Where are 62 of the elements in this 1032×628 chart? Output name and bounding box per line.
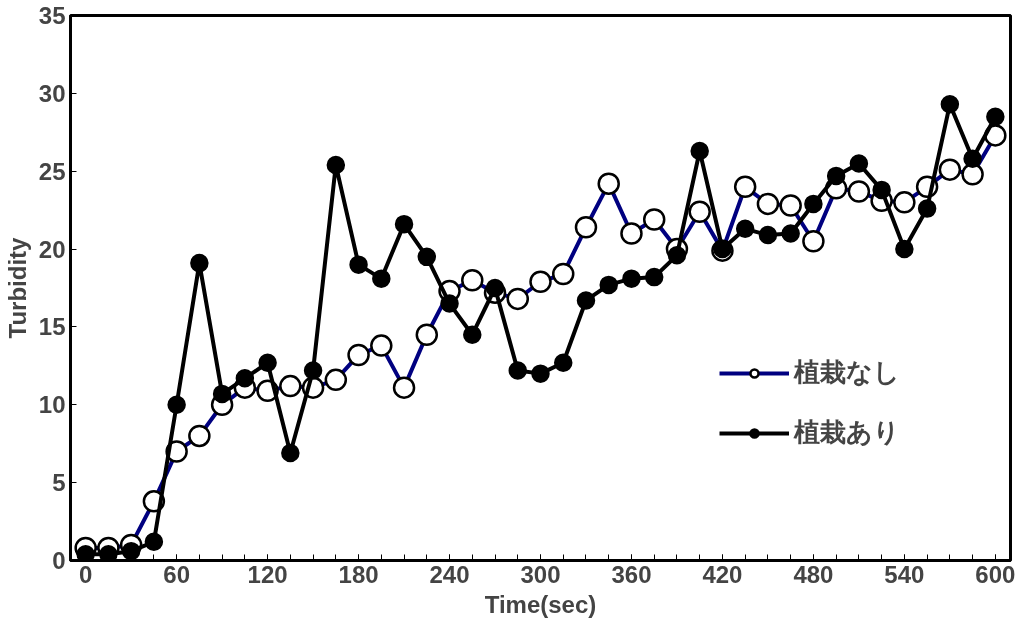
point [440,294,459,313]
point [690,141,709,161]
point [417,247,437,267]
point [963,149,982,168]
point [144,532,164,552]
point [553,353,573,372]
point [349,255,368,274]
point [872,180,891,200]
point [531,364,550,383]
y-tick-label: 25 [38,157,66,185]
x-tick-label: 240 [429,560,470,588]
point [326,155,346,175]
y-tick-label: 10 [38,391,66,419]
point [76,545,95,561]
point [121,541,141,561]
point [826,166,846,186]
point [804,194,823,214]
point [667,246,687,265]
x-tick-label: 180 [338,560,379,588]
x-tick-label: 480 [793,560,834,588]
y-tick-label: 20 [38,235,66,263]
x-tick-label: 0 [78,560,93,588]
point [190,253,209,273]
point [167,395,186,415]
point [303,361,323,380]
point [99,545,118,561]
x-tick-label: 60 [163,560,190,588]
y-tick-label: 30 [38,79,66,107]
point [917,199,937,218]
x-tick-label: 120 [247,560,288,588]
legend-label: 植栽なし [794,356,900,389]
point [940,95,960,114]
x-tick-label: 300 [520,560,561,588]
point [986,107,1005,126]
y-axis-title: Turbidity [3,236,31,339]
point [394,214,414,234]
point [463,325,482,344]
point [485,278,505,298]
point [644,267,664,287]
point [212,384,232,404]
point [372,269,391,288]
point [735,219,755,239]
x-tick-label: 540 [884,560,925,588]
x-axis-title: Time(sec) [484,590,597,618]
point [599,275,618,295]
point [576,291,596,310]
legend-label: 植栽あり [794,416,900,449]
x-tick-label: 420 [702,560,743,588]
point [622,269,641,288]
point [508,361,528,380]
y-tick-label: 5 [52,469,66,497]
point [235,369,255,388]
point [258,353,277,372]
point [849,154,869,173]
y-tick-label: 35 [38,2,66,29]
point [758,225,778,245]
point [895,239,914,259]
x-tick-label: 360 [611,560,652,588]
point [281,443,300,463]
y-tick-label: 15 [38,313,66,341]
x-tick-label: 600 [975,560,1016,588]
point [781,224,800,243]
